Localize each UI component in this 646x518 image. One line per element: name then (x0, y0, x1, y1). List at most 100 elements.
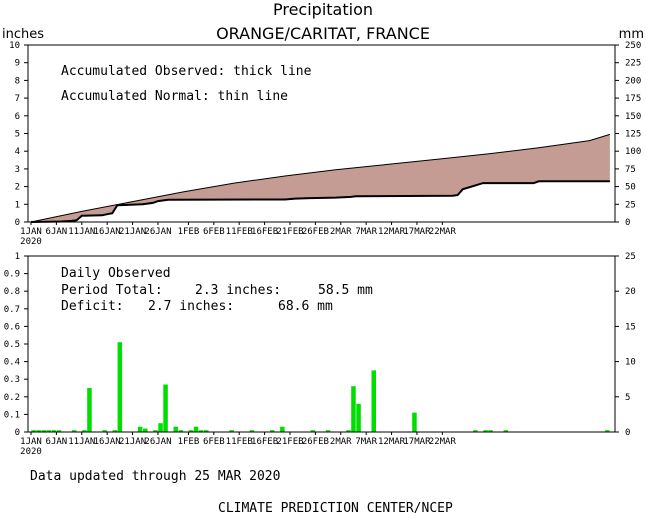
bottom-xtick-label: 16FEB (251, 437, 278, 447)
top-ytick-label-right: 100 (625, 147, 641, 157)
daily-precip-bar (356, 403, 361, 432)
daily-precip-bar (82, 430, 87, 432)
bottom-ytick-label-right: 10 (625, 358, 636, 368)
daily-precip-bar (178, 430, 184, 432)
bottom-ytick-label-left: 0.2 (4, 393, 20, 403)
daily-precip-bar (198, 430, 204, 432)
top-ytick-label-left: 5 (15, 130, 20, 140)
bottom-year-label: 2020 (20, 447, 42, 457)
bottom-ytick-label-right: 25 (625, 252, 636, 262)
accumulated-normal-note: Accumulated Normal: thin line (61, 89, 288, 104)
top-ytick-label-right: 125 (625, 130, 641, 140)
daily-precip-bar (51, 430, 57, 432)
daily-precip-bar (280, 426, 285, 432)
bottom-xtick-label: 26FEB (302, 437, 329, 447)
daily-precip-bar (153, 430, 158, 432)
bottom-xtick-label: 2MAR (330, 437, 352, 447)
bottom-ytick-label-left: 0.5 (4, 340, 20, 350)
deficit-label: Deficit: (61, 299, 124, 314)
accumulated-axes: 0123456789100255075100125150175200225250… (9, 41, 641, 247)
accumulated-panel: 0123456789100255075100125150175200225250… (9, 41, 641, 247)
normal-vs-observed-gap-fill (31, 134, 610, 222)
top-xtick-label: 21JAN (119, 227, 146, 237)
deficit-inches: 2.7 inches: (148, 299, 234, 314)
top-xtick-label: 16FEB (251, 227, 278, 237)
daily-precip-bar (31, 430, 36, 432)
daily-precip-bar (473, 430, 478, 432)
bottom-ytick-label-left: 1 (15, 252, 20, 262)
daily-precip-bar (483, 430, 488, 432)
top-ytick-label-right: 200 (625, 76, 641, 86)
credit-line: CLIMATE PREDICTION CENTER/NCEP (218, 501, 453, 516)
top-xtick-label: 26JAN (144, 227, 171, 237)
top-xtick-label: 22MAR (429, 227, 457, 237)
daily-precip-bar (56, 430, 62, 432)
unit-right-label: mm (619, 27, 644, 42)
daily-precip-bar (270, 430, 275, 432)
daily-precip-bar (412, 412, 417, 432)
chart-subtitle: ORANGE/CARITAT, FRANCE (216, 24, 430, 43)
top-ytick-label-left: 2 (15, 183, 20, 193)
top-ytick-label-right: 175 (625, 94, 641, 104)
bottom-xtick-label: 16JAN (94, 437, 121, 447)
top-xtick-label: 6FEB (203, 227, 225, 237)
accumulated-fill-area (30, 133, 611, 223)
top-ytick-label-right: 50 (625, 183, 636, 193)
daily-precip-bar (36, 430, 41, 432)
accumulated-normal-line (30, 133, 611, 223)
top-xtick-label: 21FEB (276, 227, 303, 237)
daily-precip-bar (351, 386, 356, 432)
top-ytick-label-right: 250 (625, 41, 641, 51)
top-xtick-label: 7MAR (355, 227, 377, 237)
bottom-xtick-label: 12MAR (378, 437, 406, 447)
bottom-ytick-label-right: 5 (625, 393, 630, 403)
deficit-mm: 68.6 mm (278, 299, 333, 314)
daily-panel: 00.10.20.30.40.50.60.70.80.9105101520251… (4, 252, 636, 457)
daily-precip-bar (102, 430, 107, 432)
daily-bars (31, 342, 610, 432)
daily-precip-bar (325, 430, 331, 432)
daily-precip-bar (488, 430, 493, 432)
bottom-xtick-label: 26JAN (144, 437, 171, 447)
bottom-xtick-label: 7MAR (355, 437, 377, 447)
bottom-xtick-label: 6JAN (46, 437, 68, 447)
bottom-xtick-label: 6FEB (203, 437, 225, 447)
data-updated-note: Data updated through 25 MAR 2020 (30, 469, 280, 484)
daily-precip-bar (173, 426, 178, 432)
accumulated-observed-note: Accumulated Observed: thick line (61, 64, 312, 79)
daily-precip-bar (158, 423, 163, 432)
top-xtick-label: 12MAR (378, 227, 406, 237)
bottom-ytick-label-left: 0 (15, 428, 20, 438)
unit-left-label: inches (2, 27, 44, 42)
top-ytick-label-left: 9 (15, 59, 20, 69)
bottom-ytick-label-left: 0.8 (4, 287, 20, 297)
daily-precip-bar (229, 430, 234, 432)
top-year-label: 2020 (20, 237, 42, 247)
daily-precip-bar (41, 430, 46, 432)
daily-precip-bar (46, 430, 51, 432)
top-ytick-label-right: 0 (625, 218, 630, 228)
top-ytick-label-right: 75 (625, 165, 636, 175)
daily-precip-bar (310, 430, 316, 432)
period-total-label: Period Total: (61, 283, 163, 298)
bottom-ytick-label-left: 0.6 (4, 322, 20, 332)
top-ytick-label-left: 1 (15, 200, 20, 210)
bottom-xtick-label: 21FEB (276, 437, 303, 447)
daily-precip-bar (71, 430, 77, 432)
top-ytick-label-left: 8 (15, 76, 20, 86)
daily-precip-bar (163, 384, 168, 432)
top-xtick-label: 11FEB (226, 227, 253, 237)
bottom-xtick-label: 17MAR (403, 437, 431, 447)
bottom-ytick-label-right: 20 (625, 287, 636, 297)
accumulated-observed-line (30, 180, 610, 223)
bottom-ytick-label-left: 0.1 (4, 410, 20, 420)
bottom-xtick-label: 1FEB (178, 437, 200, 447)
chart-title: Precipitation (273, 0, 373, 19)
top-ytick-label-left: 0 (15, 218, 20, 228)
top-ytick-label-left: 4 (15, 147, 20, 157)
daily-precip-bar (605, 430, 610, 432)
top-xtick-label: 1FEB (178, 227, 200, 237)
top-ytick-label-left: 10 (9, 41, 20, 51)
daily-precip-bar (346, 430, 351, 432)
daily-precip-bar (503, 430, 509, 432)
